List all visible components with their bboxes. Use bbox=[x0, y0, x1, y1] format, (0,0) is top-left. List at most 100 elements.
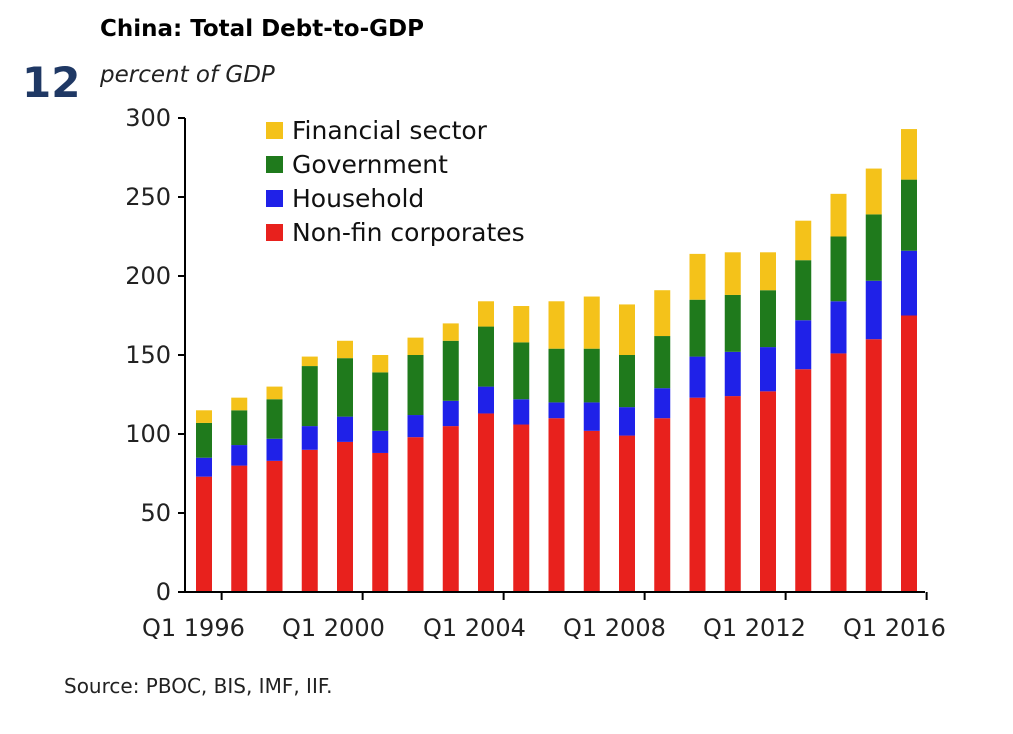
bar-non-fin-corporates-2014 bbox=[865, 339, 882, 592]
chart-subtitle: percent of GDP bbox=[100, 62, 275, 88]
bar-government-2012 bbox=[795, 260, 812, 321]
y-tick-label: 0 bbox=[156, 578, 171, 606]
bar-household-1996 bbox=[231, 445, 248, 466]
bar-non-fin-corporates-1996 bbox=[231, 465, 248, 592]
legend-label-government: Government bbox=[292, 150, 448, 179]
bar-household-2006 bbox=[583, 402, 600, 431]
bar-financial-sector-2004 bbox=[513, 306, 530, 343]
bar-government-1999 bbox=[337, 358, 353, 417]
legend-swatch-financial-sector bbox=[266, 122, 283, 139]
bar-non-fin-corporates-2006 bbox=[583, 430, 600, 592]
bar-financial-sector-2009 bbox=[689, 253, 706, 300]
bar-government-2015 bbox=[901, 179, 917, 251]
legend-label-non-fin-corporates: Non-fin corporates bbox=[292, 218, 525, 247]
bar-financial-sector-2008 bbox=[654, 290, 671, 337]
bar-financial-sector-1999 bbox=[337, 340, 353, 359]
bar-government-1997 bbox=[266, 399, 283, 439]
bar-non-fin-corporates-1997 bbox=[266, 460, 283, 592]
bar-government-2010 bbox=[724, 294, 741, 352]
x-tick-label: Q1 2000 bbox=[282, 614, 385, 642]
bar-financial-sector-1995 bbox=[196, 410, 212, 423]
legend-label-household: Household bbox=[292, 184, 424, 213]
bar-government-2002 bbox=[442, 340, 459, 401]
bar-household-2004 bbox=[513, 399, 530, 425]
bar-financial-sector-1998 bbox=[301, 356, 318, 367]
bar-household-2011 bbox=[760, 347, 776, 392]
bar-non-fin-corporates-2003 bbox=[478, 413, 494, 592]
bar-financial-sector-2014 bbox=[865, 168, 882, 215]
y-tick-label: 150 bbox=[125, 341, 171, 369]
bar-government-2013 bbox=[830, 236, 847, 302]
bar-household-2012 bbox=[795, 320, 812, 370]
bar-household-2002 bbox=[442, 400, 459, 427]
legend-label-financial-sector: Financial sector bbox=[292, 116, 488, 145]
bar-government-2008 bbox=[654, 336, 671, 389]
bar-government-2011 bbox=[760, 290, 776, 348]
bar-non-fin-corporates-2010 bbox=[724, 396, 741, 592]
bar-household-2013 bbox=[830, 301, 847, 354]
x-tick-label: Q1 2008 bbox=[563, 614, 666, 642]
bar-government-2003 bbox=[478, 326, 494, 387]
bar-government-1996 bbox=[231, 410, 248, 446]
bar-household-2007 bbox=[619, 407, 635, 436]
bar-financial-sector-1997 bbox=[266, 386, 283, 400]
bar-non-fin-corporates-2007 bbox=[619, 435, 635, 592]
bar-household-2005 bbox=[548, 402, 565, 419]
bar-government-1998 bbox=[301, 366, 318, 427]
bar-non-fin-corporates-2002 bbox=[442, 426, 459, 592]
bar-government-2000 bbox=[372, 372, 389, 431]
bar-financial-sector-2006 bbox=[583, 296, 600, 349]
bar-financial-sector-2007 bbox=[619, 304, 635, 355]
bar-financial-sector-2015 bbox=[901, 129, 917, 180]
bar-financial-sector-2002 bbox=[442, 323, 459, 341]
bar-government-2005 bbox=[548, 348, 565, 403]
legend-swatch-household bbox=[266, 190, 283, 207]
legend-swatch-non-fin-corporates bbox=[266, 224, 283, 241]
bar-non-fin-corporates-2012 bbox=[795, 369, 812, 592]
bar-government-2001 bbox=[407, 355, 424, 416]
bar-government-2009 bbox=[689, 299, 706, 357]
bar-household-1997 bbox=[266, 438, 283, 461]
bar-non-fin-corporates-2000 bbox=[372, 452, 389, 592]
y-tick-label: 300 bbox=[125, 104, 171, 132]
source-note: Source: PBOC, BIS, IMF, IIF. bbox=[64, 674, 333, 698]
bar-financial-sector-2013 bbox=[830, 193, 847, 237]
bar-financial-sector-1996 bbox=[231, 397, 248, 411]
x-tick-label: Q1 2012 bbox=[703, 614, 806, 642]
x-tick-label: Q1 2004 bbox=[423, 614, 526, 642]
legend-swatch-government bbox=[266, 156, 283, 173]
bar-financial-sector-2005 bbox=[548, 301, 565, 349]
bar-household-2000 bbox=[372, 430, 389, 453]
bar-household-2014 bbox=[865, 280, 882, 340]
bar-government-2006 bbox=[583, 348, 600, 403]
bar-financial-sector-2003 bbox=[478, 301, 494, 327]
bar-government-2014 bbox=[865, 214, 882, 281]
bar-household-1998 bbox=[301, 426, 318, 450]
bar-financial-sector-2012 bbox=[795, 220, 812, 261]
y-tick-label: 250 bbox=[125, 183, 171, 211]
bar-financial-sector-2011 bbox=[760, 252, 776, 291]
axes-layer: 0 50 100 150 200 250 300 Q1 1996 Q1 2000 Q1 2004 Q… bbox=[125, 104, 946, 642]
y-tick-label: 50 bbox=[140, 499, 171, 527]
bar-government-1995 bbox=[196, 422, 212, 458]
bar-non-fin-corporates-2015 bbox=[901, 315, 917, 592]
bar-non-fin-corporates-1998 bbox=[301, 449, 318, 592]
bar-non-fin-corporates-2004 bbox=[513, 424, 530, 592]
bar-household-2001 bbox=[407, 415, 424, 438]
y-tick-label: 200 bbox=[125, 262, 171, 290]
y-tick-label: 100 bbox=[125, 420, 171, 448]
bar-household-2008 bbox=[654, 388, 671, 419]
bar-household-2010 bbox=[724, 351, 741, 397]
x-tick-label: Q1 2016 bbox=[843, 614, 946, 642]
bar-financial-sector-2010 bbox=[724, 252, 741, 295]
bar-household-1995 bbox=[196, 457, 212, 477]
bar-government-2007 bbox=[619, 355, 635, 408]
bar-non-fin-corporates-2008 bbox=[654, 418, 671, 592]
bar-household-1999 bbox=[337, 416, 353, 442]
x-tick-label: Q1 1996 bbox=[142, 614, 245, 642]
page-number: 12 bbox=[22, 58, 81, 107]
bar-government-2004 bbox=[513, 342, 530, 400]
bar-household-2015 bbox=[901, 250, 917, 316]
bar-non-fin-corporates-2005 bbox=[548, 418, 565, 592]
